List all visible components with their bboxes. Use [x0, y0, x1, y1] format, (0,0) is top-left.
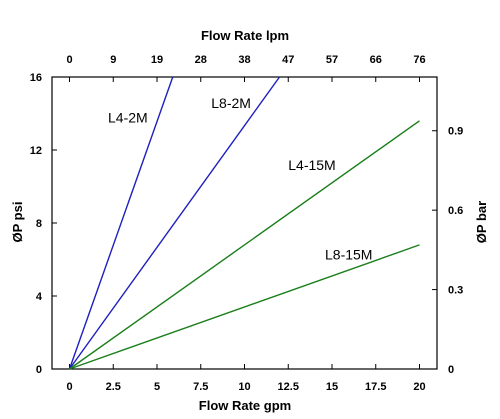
x-tick-label: 0	[66, 381, 72, 393]
right-y-axis-ticks: 0 0.3 0.6 0.9	[432, 126, 463, 376]
y-tick-label: 4	[36, 291, 43, 303]
y-axis-ticks: 0 4 8 12 16	[30, 72, 57, 376]
y-tick-label: 16	[30, 72, 42, 84]
x-tick-label: 5	[154, 381, 160, 393]
series-label-l4-15m: L4-15M	[288, 157, 335, 173]
series-label-l4-2m: L4-2M	[108, 110, 148, 126]
series-labels: L4-2M L8-2M L4-15M L8-15M	[108, 95, 372, 262]
right-y-axis-title: ØP bar	[474, 201, 489, 243]
x-tick-label: 7.5	[193, 381, 208, 393]
x-tick-label: 10	[238, 381, 250, 393]
right-y-tick-label: 0.3	[448, 285, 463, 297]
y-tick-label: 12	[30, 145, 42, 157]
top-x-axis-ticks: 0 9 19 28 38 47 57 66 76	[66, 54, 426, 82]
x-tick-label: 2.5	[106, 381, 121, 393]
series-label-l8-2m: L8-2M	[211, 95, 251, 111]
top-x-tick-label: 47	[282, 54, 294, 66]
x-tick-label: 12.5	[278, 381, 299, 393]
right-y-tick-label: 0	[448, 364, 454, 376]
y-axis-title: ØP psi	[10, 202, 25, 243]
top-x-tick-label: 57	[326, 54, 338, 66]
top-x-tick-label: 9	[110, 54, 116, 66]
top-x-tick-label: 19	[151, 54, 163, 66]
series-label-l8-15m: L8-15M	[325, 247, 372, 263]
series-line-l8-2m	[68, 76, 281, 370]
x-axis-ticks: 0 2.5 5 7.5 10 12.5 15 17.5 20	[66, 364, 426, 393]
series-line-l8-15m	[69, 244, 420, 370]
top-x-tick-label: 76	[413, 54, 425, 66]
x-axis-title: Flow Rate gpm	[199, 398, 291, 413]
right-y-tick-label: 0.9	[448, 126, 463, 138]
top-x-tick-label: 38	[238, 54, 250, 66]
right-y-tick-label: 0.6	[448, 205, 463, 217]
y-tick-label: 0	[36, 364, 42, 376]
x-tick-label: 17.5	[365, 381, 386, 393]
series-lines	[68, 76, 420, 370]
top-x-tick-label: 28	[195, 54, 207, 66]
top-x-tick-label: 66	[370, 54, 382, 66]
series-line-l4-2m	[68, 76, 174, 370]
y-tick-label: 8	[36, 218, 42, 230]
x-tick-label: 20	[413, 381, 425, 393]
top-x-axis-title: Flow Rate lpm	[201, 28, 289, 43]
top-x-tick-label: 0	[66, 54, 72, 66]
x-tick-label: 15	[326, 381, 338, 393]
series-line-l4-15m	[69, 120, 420, 370]
